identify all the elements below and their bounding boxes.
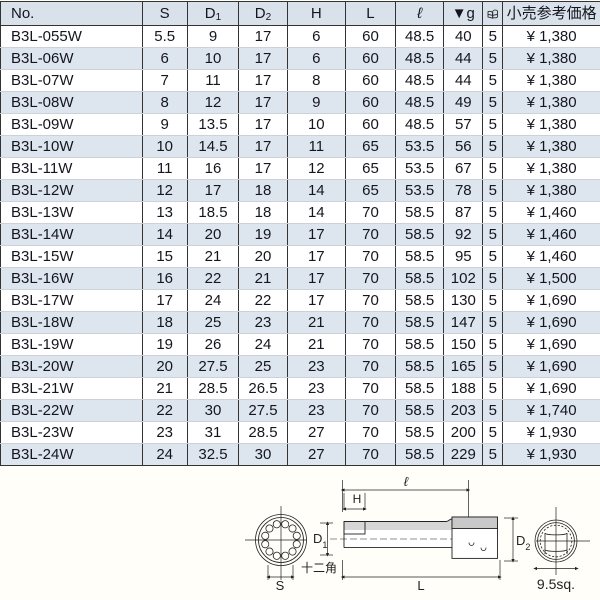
svg-text:D1: D1 [313, 531, 327, 550]
svg-text:L: L [417, 578, 424, 593]
svg-text:S: S [276, 578, 285, 593]
svg-text:ℓ: ℓ [404, 474, 409, 489]
svg-text:H: H [353, 492, 362, 506]
svg-text:9.5sq.: 9.5sq. [537, 576, 575, 592]
svg-text:十二角: 十二角 [301, 561, 337, 575]
svg-text:D2: D2 [516, 533, 530, 552]
